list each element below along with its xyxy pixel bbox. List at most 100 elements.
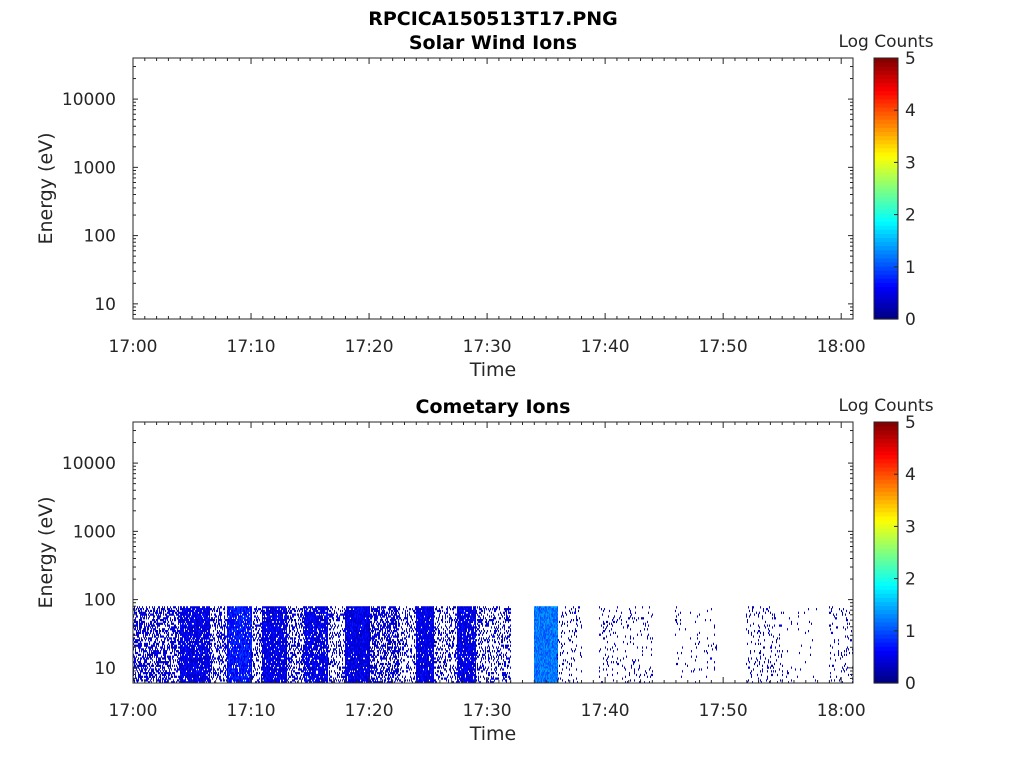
data-cell xyxy=(198,640,199,644)
data-cell xyxy=(289,659,290,662)
data-cell xyxy=(248,651,249,655)
data-cell xyxy=(228,642,229,646)
data-cell xyxy=(187,662,188,666)
data-cell xyxy=(182,662,183,666)
data-cell xyxy=(179,640,180,644)
data-cell xyxy=(269,624,270,627)
data-cell xyxy=(235,679,236,682)
data-cell xyxy=(241,675,242,678)
data-cell xyxy=(263,673,264,677)
data-cell xyxy=(274,637,275,640)
data-cell xyxy=(274,666,275,669)
data-cell xyxy=(231,640,232,644)
data-cell xyxy=(137,624,138,627)
data-cell xyxy=(260,624,261,627)
data-cell xyxy=(286,670,287,673)
data-cell xyxy=(172,655,173,658)
data-cell xyxy=(206,629,207,633)
data-cell xyxy=(190,661,191,664)
data-cell xyxy=(181,673,182,677)
data-cell xyxy=(160,615,161,618)
data-cell xyxy=(156,677,157,680)
data-cell xyxy=(143,608,144,611)
data-cell xyxy=(264,668,265,671)
data-cell xyxy=(201,640,202,644)
data-cell xyxy=(236,642,237,646)
data-cell xyxy=(250,648,251,651)
data-cell xyxy=(187,611,188,614)
data-cell xyxy=(227,673,228,677)
data-cell xyxy=(250,655,251,658)
data-cell xyxy=(150,620,151,624)
data-cell xyxy=(263,681,264,684)
data-cell xyxy=(220,619,221,622)
data-cell xyxy=(227,661,228,664)
data-cell xyxy=(182,668,183,671)
data-cell xyxy=(241,620,242,624)
data-cell xyxy=(272,609,273,613)
data-cell xyxy=(264,675,265,678)
data-cell xyxy=(295,633,296,636)
data-cell xyxy=(201,668,202,671)
data-cell xyxy=(291,681,292,684)
data-cell xyxy=(182,640,183,644)
data-cell xyxy=(273,675,274,678)
data-cell xyxy=(213,633,214,636)
data-cell xyxy=(188,631,189,635)
data-cell xyxy=(282,670,283,673)
data-cell xyxy=(237,635,238,638)
data-cell xyxy=(211,633,212,636)
data-cell xyxy=(270,672,271,675)
data-cell xyxy=(180,642,181,646)
data-cell xyxy=(275,606,276,609)
data-cell xyxy=(270,659,271,662)
data-cell xyxy=(275,655,276,658)
data-cell xyxy=(202,613,203,616)
data-cell xyxy=(151,677,152,680)
data-cell xyxy=(229,617,230,620)
data-cell xyxy=(282,677,283,680)
data-cell xyxy=(284,617,285,620)
data-cell xyxy=(209,677,210,680)
data-cell xyxy=(277,620,278,624)
data-cell xyxy=(280,648,281,651)
data-cell xyxy=(278,629,279,633)
data-cell xyxy=(266,668,267,671)
data-cell xyxy=(274,613,275,616)
data-cell xyxy=(205,675,206,678)
data-cell xyxy=(297,613,298,616)
data-cell xyxy=(259,619,260,622)
data-cell xyxy=(165,651,166,655)
data-cell xyxy=(162,657,163,660)
data-cell xyxy=(238,639,239,642)
data-cell xyxy=(231,606,232,609)
data-cell xyxy=(241,633,242,636)
data-cell xyxy=(262,628,263,631)
data-cell xyxy=(271,662,272,666)
data-cell xyxy=(144,629,145,633)
data-cell xyxy=(229,619,230,622)
data-cell xyxy=(282,661,283,664)
data-cell xyxy=(181,668,182,671)
data-cell xyxy=(222,657,223,660)
data-cell xyxy=(248,608,249,611)
data-cell xyxy=(294,644,295,647)
data-cell xyxy=(180,666,181,669)
data-cell xyxy=(204,666,205,669)
data-cell xyxy=(154,642,155,646)
data-cell xyxy=(281,615,282,618)
data-cell xyxy=(261,679,262,682)
data-cell xyxy=(149,651,150,655)
data-cell xyxy=(240,608,241,611)
data-cell xyxy=(174,606,175,609)
data-cell xyxy=(219,608,220,611)
data-cell xyxy=(187,644,188,647)
data-cell xyxy=(213,619,214,622)
data-cell xyxy=(224,615,225,618)
data-cell xyxy=(191,648,192,651)
data-cell xyxy=(207,642,208,646)
data-cell xyxy=(273,648,274,651)
data-cell xyxy=(181,631,182,635)
data-cell xyxy=(289,624,290,627)
data-cell xyxy=(204,613,205,616)
